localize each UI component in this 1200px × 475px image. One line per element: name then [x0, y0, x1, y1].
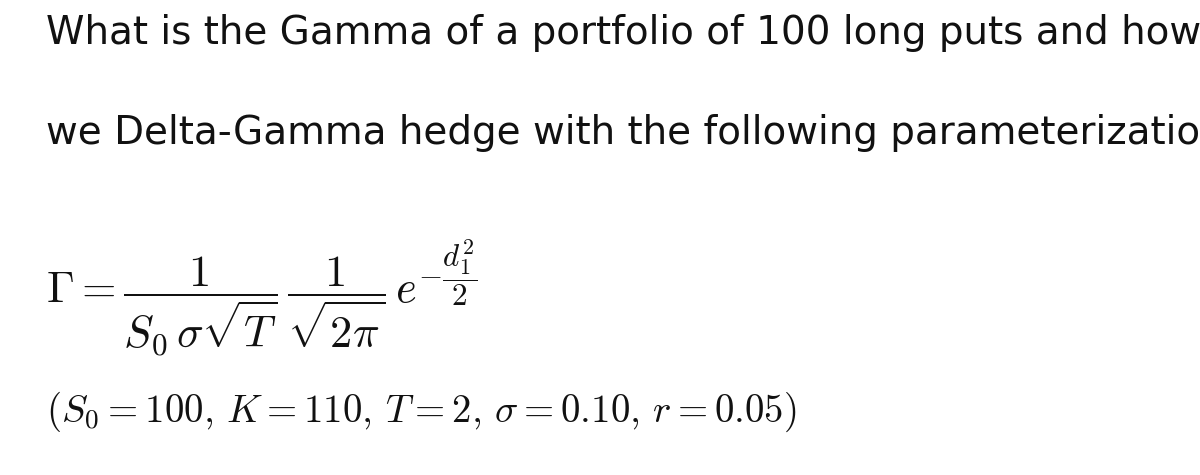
Text: $(S_0 = 100,\, K = 110,\, T = 2,\, \sigma = 0.10,\, r = 0.05)$: $(S_0 = 100,\, K = 110,\, T = 2,\, \sigm…: [46, 390, 796, 434]
Text: we Delta-Gamma hedge with the following parameterization?: we Delta-Gamma hedge with the following …: [46, 114, 1200, 152]
Text: What is the Gamma of a portfolio of 100 long puts and how can: What is the Gamma of a portfolio of 100 …: [46, 14, 1200, 52]
Text: $\Gamma = \dfrac{1}{S_0\,\sigma\sqrt{T}}\,\dfrac{1}{\sqrt{2\pi}}\,e^{-\dfrac{d_1: $\Gamma = \dfrac{1}{S_0\,\sigma\sqrt{T}}…: [46, 238, 478, 358]
